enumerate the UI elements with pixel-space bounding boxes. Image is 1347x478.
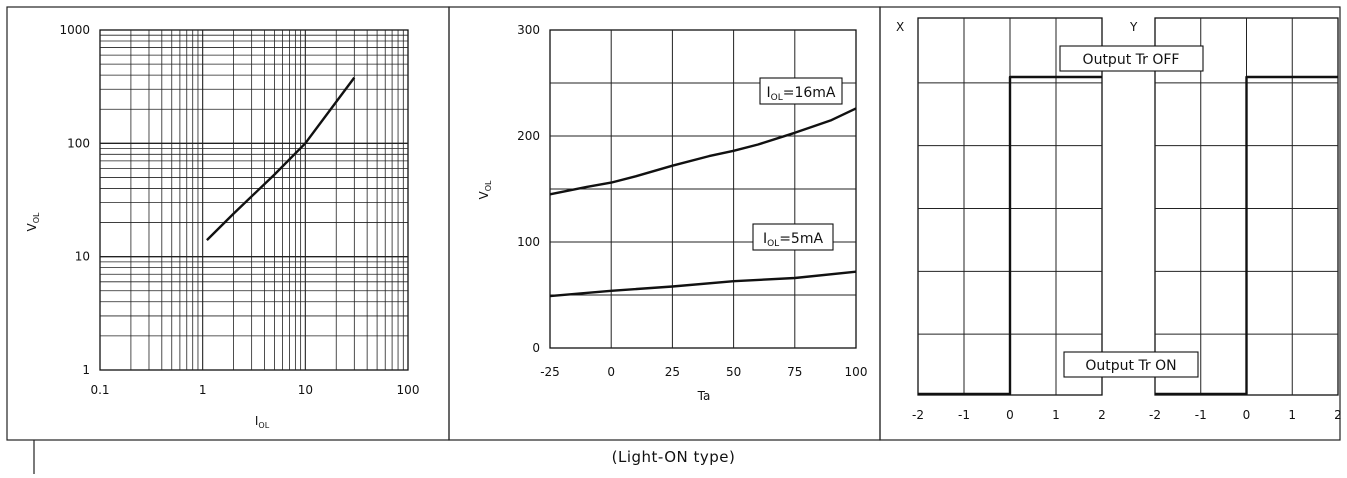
chart1-ylabel: VOL <box>25 212 41 232</box>
chart1-y-tick: 1000 <box>59 23 90 37</box>
annotation-output-off: Output Tr OFF <box>1083 52 1180 68</box>
annotation-box-output-on <box>1063 351 1199 378</box>
chart2-x-tick: 50 <box>726 365 741 379</box>
chart4-step-line <box>1155 75 1338 396</box>
chart3-x-tick: 0 <box>1006 408 1014 422</box>
chart3-x-tick: -2 <box>912 408 924 422</box>
chart4-x-tick: -2 <box>1149 408 1161 422</box>
panel-label-x: X <box>896 20 904 34</box>
chart2-y-tick: 100 <box>517 235 540 249</box>
chart1-x-tick: 10 <box>298 383 313 397</box>
chart1-y-tick: 100 <box>67 136 90 150</box>
chart1-x-tick: 1 <box>199 383 207 397</box>
panel-label-y: Y <box>1129 20 1138 34</box>
chart1-x-tick: 0.1 <box>90 383 109 397</box>
series-label-5ma: IOL=5mA <box>763 231 824 249</box>
panel-border-3 <box>879 6 1341 441</box>
chart1-y-tick: 10 <box>75 250 90 264</box>
chart3-step-line <box>918 75 1102 396</box>
chart1-x-tick: 100 <box>397 383 420 397</box>
annotation-output-on: Output Tr ON <box>1085 358 1176 374</box>
chart2-series-line-1 <box>549 270 857 298</box>
figure-caption: (Light-ON type) <box>611 448 736 466</box>
chart2-ylabel: VOL <box>477 180 493 200</box>
series-label-box-16ma <box>759 77 843 105</box>
chart2-x-tick: 100 <box>845 365 868 379</box>
chart1-series-line <box>206 76 356 241</box>
chart4-x-tick: 1 <box>1288 408 1296 422</box>
chart2-x-tick: 75 <box>787 365 802 379</box>
chart1-xlabel: IOL <box>255 414 270 430</box>
series-label-16ma: IOL=16mA <box>766 85 835 103</box>
chart4-x-tick: -1 <box>1195 408 1207 422</box>
chart2-x-tick: 25 <box>665 365 680 379</box>
chart1-y-tick: 1 <box>82 363 90 377</box>
chart2-y-tick: 300 <box>517 23 540 37</box>
series-label-box-5ma <box>752 223 834 251</box>
chart2-y-tick: 200 <box>517 129 540 143</box>
chart2-series-line-0 <box>549 107 857 196</box>
chart2-x-tick: 0 <box>607 365 615 379</box>
chart2-xlabel: Ta <box>697 389 711 403</box>
grid-layer <box>100 18 1338 395</box>
chart4-x-tick: 2 <box>1334 408 1342 422</box>
chart3-x-tick: 1 <box>1052 408 1060 422</box>
chart3-x-tick: 2 <box>1098 408 1106 422</box>
plot-area-loglog <box>99 29 409 371</box>
annotation-box-output-off <box>1059 45 1204 72</box>
chart3-x-tick: -1 <box>958 408 970 422</box>
chart2-x-tick: -25 <box>540 365 560 379</box>
chart4-x-tick: 0 <box>1243 408 1251 422</box>
panel-border-1 <box>6 6 450 441</box>
chart2-y-tick: 0 <box>532 341 540 355</box>
series-layer <box>206 75 1338 396</box>
